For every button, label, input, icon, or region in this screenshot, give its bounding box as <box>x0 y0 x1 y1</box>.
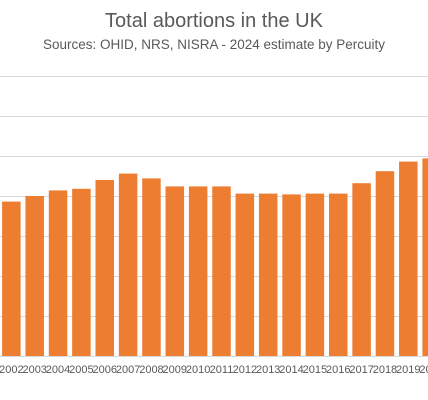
bar-2011 <box>212 186 231 356</box>
bar-2005 <box>72 188 91 356</box>
x-tick-label: 2009 <box>163 364 187 376</box>
bar-2008 <box>142 178 161 356</box>
bars <box>2 158 428 356</box>
x-tick-label: 2010 <box>186 364 210 376</box>
chart-subtitle: Sources: OHID, NRS, NISRA - 2024 estimat… <box>42 37 386 52</box>
x-tick-label: 2014 <box>279 364 303 376</box>
x-tick-label: 2018 <box>373 364 397 376</box>
x-tick-label: 2006 <box>93 364 117 376</box>
bar-2018 <box>375 171 395 356</box>
x-tick-label: 2012 <box>233 364 257 376</box>
bar-2010 <box>188 186 208 356</box>
x-tick-label: 2013 <box>256 364 280 376</box>
bar-2017 <box>352 183 371 356</box>
bar-2013 <box>258 193 278 356</box>
x-tick-label: 2002 <box>0 364 24 376</box>
bar-2004 <box>48 190 68 356</box>
x-tick-label: 2004 <box>46 364 70 376</box>
bar-2019 <box>399 161 418 356</box>
bar-2009 <box>165 186 185 356</box>
x-tick-label: 2011 <box>210 364 234 376</box>
bar-2015 <box>305 193 325 356</box>
x-tick-label: 2019 <box>396 364 420 376</box>
bar-2016 <box>329 193 348 356</box>
bar-2002 <box>2 201 21 356</box>
x-tick-labels: 2001200220032004200520062007200820092010… <box>0 364 428 376</box>
bar-2012 <box>235 193 255 356</box>
x-tick-label: 2003 <box>22 364 46 376</box>
bar-2003 <box>25 196 44 356</box>
x-tick-label: 2017 <box>349 364 373 376</box>
x-tick-label: 2016 <box>326 364 350 376</box>
chart-title: Total abortions in the UK <box>105 10 323 32</box>
bar-2014 <box>282 194 301 356</box>
x-tick-label: 2008 <box>139 364 163 376</box>
x-tick-label: 2015 <box>303 364 327 376</box>
x-tick-label: 2005 <box>69 364 93 376</box>
bar-2020 <box>422 158 428 356</box>
bar-2006 <box>95 180 114 356</box>
bar-2007 <box>118 173 138 356</box>
x-tick-label: 2007 <box>116 364 140 376</box>
x-tick-label: 2020 <box>419 364 428 376</box>
